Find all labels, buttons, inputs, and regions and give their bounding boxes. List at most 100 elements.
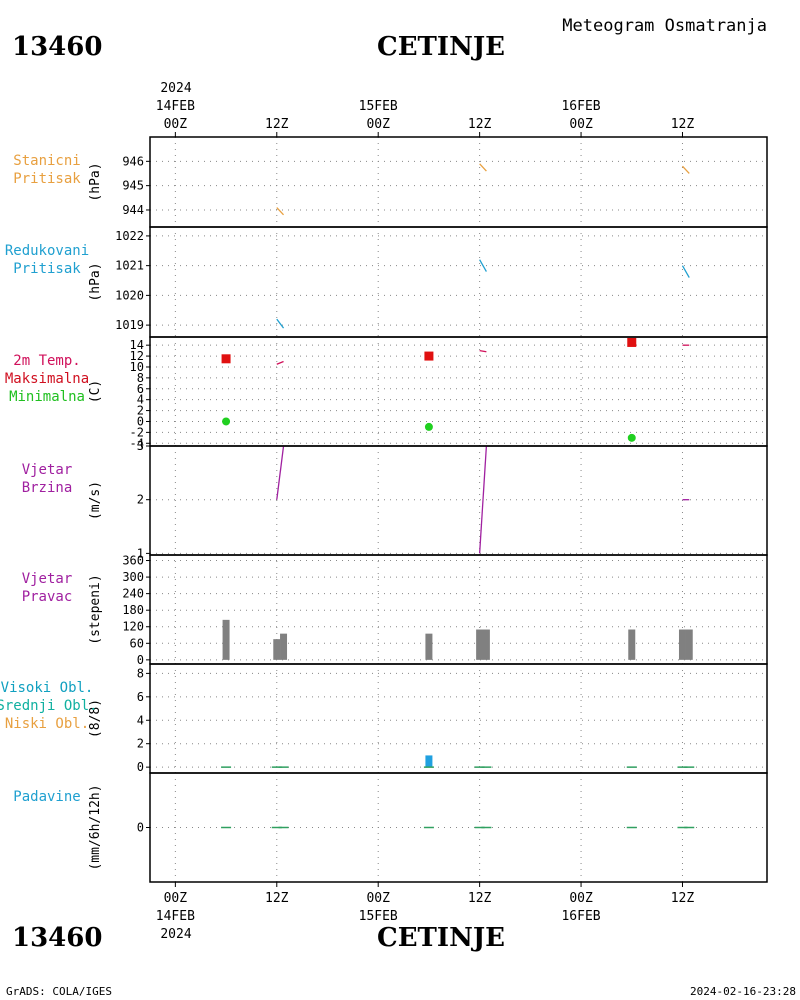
y-tick-label: 6	[137, 690, 144, 704]
panel-label-line: Padavine	[13, 789, 80, 805]
header: 13460 CETINJE Meteogram Osmatranja 2024	[12, 16, 767, 96]
panel-frame	[149, 772, 768, 883]
y-tick-label: 945	[122, 179, 144, 193]
time-axis-bottom: 00Z 14FEB 12Z 00Z 15FEB 12Z 00Z 16FEB 12Z	[156, 882, 694, 924]
y-tick-label: 4	[137, 393, 144, 407]
y-tick-label: -2	[130, 425, 144, 439]
panel-frame	[149, 226, 768, 338]
y-tick-label: 1019	[115, 318, 144, 332]
y-tick-label: 0	[137, 653, 144, 667]
panel-frame	[149, 445, 768, 556]
time-axis-top: 00Z 14FEB 12Z 00Z 15FEB 12Z 00Z 16FEB 12Z	[156, 99, 695, 137]
bar	[425, 633, 433, 660]
panel-label-line: Minimalna	[9, 389, 85, 405]
bar	[628, 629, 636, 660]
bar	[425, 755, 433, 768]
x-tick-label-top: 12Z	[468, 117, 492, 132]
y-tick-label: 3	[137, 439, 144, 453]
series-segment	[479, 259, 487, 272]
panel-label-line: Pravac	[22, 589, 73, 605]
panel-label-line: Redukovani	[5, 243, 89, 259]
y-tick-label: 2	[137, 493, 144, 507]
y-tick-label: 10	[130, 360, 144, 374]
x-tick-label-top: 12Z	[671, 117, 695, 132]
x-tick-label-bottom: 00Z	[366, 891, 390, 906]
y-tick-label: 4	[137, 713, 144, 727]
panel-label-line: Stanicni	[13, 153, 80, 169]
x-date-label-top: 16FEB	[561, 99, 600, 114]
bar	[280, 633, 288, 660]
bar	[222, 619, 230, 660]
panel-precipitation: 0 (mm/6h/12h) Padavine	[13, 772, 768, 883]
y-tick-label: 120	[122, 620, 144, 634]
min-temp-point	[222, 417, 231, 426]
y-tick-label: 0	[137, 821, 144, 835]
panel-label-line: Srednji Obl.	[0, 698, 98, 714]
y-tick-label: 180	[122, 603, 144, 617]
x-tick-label-bottom: 12Z	[265, 891, 289, 906]
series-segment	[478, 445, 488, 554]
panel-frame	[149, 336, 768, 447]
y-axis-unit: (m/s)	[88, 481, 103, 520]
y-tick-label: 8	[137, 666, 144, 680]
bar	[685, 629, 693, 660]
station-name-bottom: CETINJE	[377, 923, 505, 953]
panel-label-line: Vjetar	[22, 571, 73, 587]
series-segment	[681, 265, 690, 278]
station-id-bottom: 13460	[12, 923, 102, 953]
y-tick-label: 14	[130, 338, 144, 352]
x-tick-label-top: 00Z	[164, 117, 188, 132]
panel-label-line: Pritisak	[13, 171, 81, 187]
min-temp-point	[424, 422, 433, 431]
y-tick-label: 2	[137, 404, 144, 418]
x-tick-label-top: 00Z	[366, 117, 390, 132]
series-segment	[276, 360, 284, 365]
panel-label-line: 2m Temp.	[13, 353, 80, 369]
x-tick-label-bottom: 00Z	[569, 891, 593, 906]
y-tick-label: 0	[137, 760, 144, 774]
panel-station_pressure: 944 945 946 (hPa) Stanicni Pritisak	[13, 136, 768, 228]
y-axis-unit: (hPa)	[88, 262, 103, 301]
station-id-top: 13460	[12, 32, 102, 62]
panel-label-line: Maksimalna	[5, 371, 89, 387]
y-tick-label: 946	[122, 154, 144, 168]
panel-cloud_cover: 0 2 4 6 8 (8/8) Visoki Obl. Srednji Obl. Niski O…	[0, 663, 768, 774]
product-title: Meteogram Osmatranja	[562, 16, 767, 36]
y-tick-label: 1020	[115, 288, 144, 302]
footer-credit: GrADS: COLA/IGES	[6, 985, 112, 998]
y-tick-label: 944	[122, 203, 144, 217]
y-tick-label: 1022	[115, 229, 144, 243]
panel-frame	[149, 136, 768, 228]
max-temp-point	[627, 337, 637, 347]
y-axis-unit: (8/8)	[88, 699, 103, 738]
panel-wind_direction: 0 60 120 180 240 300 360 (stepeni) Vjetar Pravac	[22, 554, 768, 667]
x-tick-label-top: 12Z	[265, 117, 289, 132]
y-tick-label: 1021	[115, 259, 144, 273]
max-temp-point	[221, 354, 231, 364]
panel-label-line: Visoki Obl.	[1, 680, 94, 696]
x-tick-label-bottom: 12Z	[468, 891, 492, 906]
panel-label-line: Brzina	[22, 480, 73, 496]
bar	[273, 639, 281, 660]
y-tick-label: 1	[137, 546, 144, 560]
bar	[476, 629, 484, 660]
y-tick-label: 8	[137, 371, 144, 385]
panel-label-line: Pritisak	[13, 261, 81, 277]
bar	[482, 629, 490, 660]
x-date-label-top: 14FEB	[156, 99, 195, 114]
x-date-label-top: 15FEB	[359, 99, 398, 114]
x-date-label-bottom: 14FEB	[156, 909, 195, 924]
y-axis-unit: (stepeni)	[88, 574, 103, 644]
y-tick-label: 360	[122, 554, 144, 568]
station-name-top: CETINJE	[377, 32, 505, 62]
series-segment	[682, 165, 690, 174]
series-segment	[479, 349, 487, 353]
x-tick-label-top: 00Z	[569, 117, 593, 132]
y-tick-label: 6	[137, 382, 144, 396]
panel-frame	[149, 663, 768, 774]
panel-label-line: Niski Obl.	[5, 716, 89, 732]
series-segment	[276, 445, 285, 500]
year-top: 2024	[160, 81, 191, 96]
